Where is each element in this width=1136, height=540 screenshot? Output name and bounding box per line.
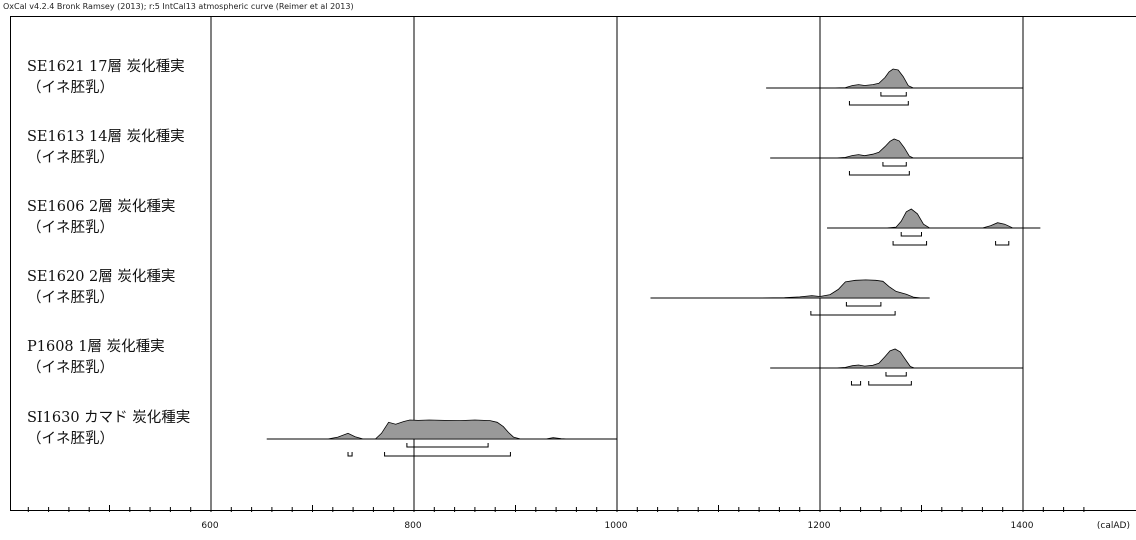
hpd-95-bracket	[848, 171, 910, 176]
density-area	[827, 208, 1041, 229]
x-tick-label: 1200	[808, 521, 831, 531]
sample-material: （イネ胚乳）	[27, 220, 114, 236]
hpd-95-bracket	[347, 452, 353, 457]
sample-label: SE1606 2層 炭化種実 （イネ胚乳）	[27, 197, 175, 239]
sample-name: P1608 1層 炭化種実	[27, 339, 165, 355]
plot-frame: SE1621 17層 炭化種実 （イネ胚乳） SE1613 14層 炭化種実 （イネ胚…	[10, 16, 1136, 512]
density-area	[770, 138, 1023, 159]
hpd-95-bracket	[850, 381, 862, 386]
sample-label: SI1630 カマド 炭化種実 （イネ胚乳）	[27, 408, 190, 450]
density-area	[766, 68, 1023, 89]
sample-label: SE1620 2層 炭化種実 （イネ胚乳）	[27, 267, 175, 309]
sample-label: SE1621 17層 炭化種実 （イネ胚乳）	[27, 57, 185, 99]
hpd-68-bracket	[882, 162, 907, 167]
hpd-68-bracket	[885, 372, 907, 377]
hpd-95-bracket	[848, 101, 909, 106]
sample-material: （イネ胚乳）	[27, 431, 114, 447]
hpd-95-bracket	[892, 241, 928, 246]
software-header: OxCal v4.2.4 Bronk Ramsey (2013); r:5 In…	[3, 2, 354, 11]
hpd-68-bracket	[900, 232, 922, 237]
hpd-68-bracket	[845, 302, 882, 307]
x-tick-label: 1000	[605, 521, 628, 531]
hpd-95-bracket	[384, 452, 511, 457]
sample-material: （イネ胚乳）	[27, 360, 114, 376]
density-area	[266, 419, 617, 440]
sample-name: SE1621 17層 炭化種実	[27, 59, 185, 75]
hpd-68-bracket	[406, 443, 489, 448]
density-area	[650, 279, 930, 299]
hpd-95-bracket	[868, 381, 912, 386]
density-plot	[27, 17, 1085, 512]
sample-name: SI1630 カマド 炭化種実	[27, 410, 191, 426]
sample-material: （イネ胚乳）	[27, 80, 114, 96]
hpd-95-bracket	[810, 311, 896, 316]
x-axis-labels: 600 800 1000 1200 1400 (calAD)	[201, 521, 1130, 531]
sample-label: P1608 1層 炭化種実 （イネ胚乳）	[27, 337, 165, 379]
sample-name: SE1606 2層 炭化種実	[27, 199, 176, 215]
sample-material: （イネ胚乳）	[27, 290, 114, 306]
x-tick-label: 600	[201, 521, 218, 531]
sample-material: （イネ胚乳）	[27, 150, 114, 166]
hpd-68-bracket	[880, 92, 907, 97]
x-tick-label: 1400	[1011, 521, 1034, 531]
sample-name: SE1613 14層 炭化種実	[27, 129, 185, 145]
sample-name: SE1620 2層 炭化種実	[27, 269, 176, 285]
sample-label: SE1613 14層 炭化種実 （イネ胚乳）	[27, 127, 185, 169]
hpd-95-bracket	[995, 241, 1010, 246]
x-tick-label: 800	[404, 521, 421, 531]
density-area	[770, 348, 1023, 369]
x-axis-unit-label: (calAD)	[1097, 521, 1130, 531]
